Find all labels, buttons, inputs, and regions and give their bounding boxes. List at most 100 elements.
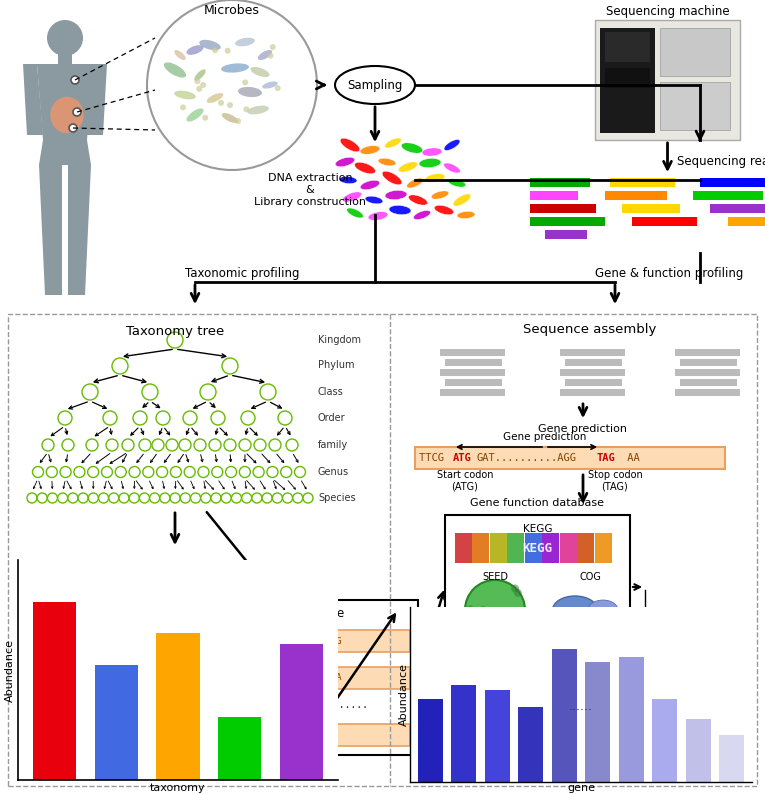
Text: AA: AA — [621, 453, 640, 463]
Bar — [595, 20, 740, 140]
Ellipse shape — [221, 64, 249, 72]
Bar — [675, 369, 740, 376]
Ellipse shape — [258, 50, 272, 60]
Ellipse shape — [51, 98, 83, 133]
Circle shape — [196, 86, 202, 92]
Circle shape — [179, 439, 191, 451]
Text: Order: Order — [318, 413, 346, 423]
Text: Gene prediction: Gene prediction — [539, 424, 627, 434]
Ellipse shape — [250, 67, 269, 77]
Circle shape — [142, 384, 158, 400]
Bar — [605, 68, 650, 88]
Circle shape — [88, 493, 99, 503]
Ellipse shape — [402, 143, 423, 153]
Polygon shape — [39, 140, 91, 165]
Circle shape — [286, 439, 298, 451]
Circle shape — [119, 493, 129, 503]
Circle shape — [69, 124, 77, 132]
Ellipse shape — [187, 109, 203, 121]
Bar — [445, 515, 630, 660]
Bar — [440, 389, 505, 396]
Bar — [186, 667, 410, 689]
Circle shape — [235, 118, 241, 124]
Circle shape — [152, 439, 164, 451]
Text: ATG: ATG — [192, 673, 208, 683]
Bar — [530, 204, 596, 213]
Bar — [660, 82, 730, 130]
Text: Sampling: Sampling — [347, 79, 402, 91]
Text: Kingdom: Kingdom — [318, 335, 361, 345]
Circle shape — [171, 467, 181, 477]
Bar — [445, 379, 502, 386]
Bar — [473, 533, 490, 563]
Bar — [680, 379, 737, 386]
Text: SEED: SEED — [482, 572, 508, 582]
Circle shape — [200, 493, 211, 503]
Ellipse shape — [360, 180, 379, 190]
Ellipse shape — [435, 206, 454, 214]
Circle shape — [78, 493, 88, 503]
Circle shape — [194, 439, 206, 451]
Circle shape — [37, 493, 47, 503]
Circle shape — [480, 609, 488, 617]
Circle shape — [262, 493, 272, 503]
Bar — [186, 724, 410, 746]
Ellipse shape — [385, 138, 402, 148]
Circle shape — [511, 584, 519, 592]
Circle shape — [47, 20, 83, 56]
Circle shape — [200, 384, 216, 400]
Bar — [530, 217, 605, 226]
Circle shape — [227, 102, 233, 108]
Ellipse shape — [588, 600, 618, 620]
Circle shape — [479, 606, 487, 614]
Bar — [440, 369, 505, 376]
Circle shape — [272, 493, 282, 503]
Text: Gene catalogue: Gene catalogue — [252, 607, 344, 620]
Text: Gene function database: Gene function database — [470, 498, 604, 508]
Text: Phylum: Phylum — [318, 360, 354, 370]
Ellipse shape — [174, 50, 186, 60]
Circle shape — [198, 467, 209, 477]
Ellipse shape — [354, 162, 376, 174]
Circle shape — [139, 439, 151, 451]
Circle shape — [243, 106, 249, 112]
Circle shape — [181, 493, 190, 503]
Ellipse shape — [399, 162, 418, 172]
Bar — [605, 32, 650, 62]
Bar — [455, 533, 472, 563]
Text: Sequence assembly: Sequence assembly — [523, 323, 656, 337]
Circle shape — [42, 439, 54, 451]
Bar — [565, 359, 622, 366]
Circle shape — [106, 439, 118, 451]
Ellipse shape — [378, 158, 396, 166]
Circle shape — [275, 85, 281, 91]
Circle shape — [88, 467, 99, 477]
Circle shape — [466, 605, 474, 614]
Circle shape — [116, 467, 126, 477]
Circle shape — [71, 76, 79, 84]
Circle shape — [242, 493, 252, 503]
Bar — [693, 191, 763, 200]
Circle shape — [202, 115, 208, 121]
Ellipse shape — [365, 196, 383, 204]
Polygon shape — [39, 165, 62, 295]
Bar — [595, 533, 612, 563]
Ellipse shape — [164, 63, 186, 78]
Circle shape — [303, 493, 313, 503]
Ellipse shape — [222, 113, 238, 123]
Circle shape — [86, 439, 98, 451]
Bar — [8, 314, 757, 786]
Ellipse shape — [360, 145, 380, 154]
Circle shape — [209, 439, 221, 451]
Text: DNA extraction
&
Library construction: DNA extraction & Library construction — [254, 173, 366, 206]
Circle shape — [218, 100, 224, 106]
Polygon shape — [68, 165, 91, 295]
Circle shape — [211, 493, 221, 503]
Circle shape — [267, 467, 278, 477]
Circle shape — [157, 467, 168, 477]
Ellipse shape — [385, 191, 407, 199]
Bar — [530, 178, 590, 187]
Ellipse shape — [444, 163, 461, 173]
Ellipse shape — [413, 210, 431, 219]
Circle shape — [73, 108, 81, 116]
